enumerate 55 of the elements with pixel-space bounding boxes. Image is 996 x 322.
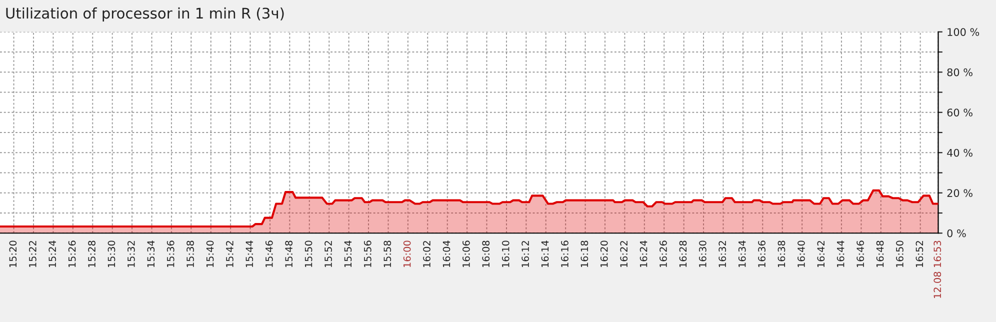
x-tick-label: 16:18 bbox=[580, 240, 588, 268]
y-tick-label: 0 % bbox=[947, 229, 966, 238]
x-tick-label: 15:50 bbox=[304, 240, 312, 268]
y-tick-label: 80 % bbox=[947, 68, 972, 76]
x-tick-label: 16:38 bbox=[778, 240, 786, 268]
x-tick-label: 16:42 bbox=[817, 241, 825, 268]
x-tick-label: 15:36 bbox=[166, 240, 174, 268]
x-tick-label: 15:38 bbox=[186, 240, 194, 268]
x-tick-label: 15:28 bbox=[88, 240, 96, 268]
x-tick-label: 16:52 bbox=[916, 241, 924, 268]
chart-title: Utilization of processor in 1 min R (3ч) bbox=[6, 7, 284, 22]
x-tick-label: 16:22 bbox=[620, 241, 628, 268]
y-tick-label: 40 % bbox=[947, 148, 972, 157]
x-tick-label: 16:50 bbox=[896, 240, 904, 268]
x-tick-label: 15:44 bbox=[246, 240, 254, 268]
x-tick-label: 15:46 bbox=[265, 240, 273, 268]
x-tick-label: 15:40 bbox=[206, 240, 214, 268]
x-tick-label: 15:54 bbox=[344, 240, 352, 268]
x-tick-label: 16:34 bbox=[738, 240, 746, 268]
x-tick-label: 16:08 bbox=[482, 240, 490, 268]
x-tick-label: 15:34 bbox=[147, 240, 155, 268]
x-tick-label: 15:48 bbox=[285, 240, 293, 268]
x-tick-label: 16:24 bbox=[640, 240, 648, 268]
x-tick-label: 15:42 bbox=[226, 241, 234, 268]
x-tick-label: 15:22 bbox=[28, 241, 36, 268]
x-tick-label: 16:06 bbox=[462, 240, 470, 268]
x-tick-label: 16:26 bbox=[660, 240, 667, 268]
x-tick-label: 16:02 bbox=[423, 241, 430, 268]
x-tick-label: 15:52 bbox=[324, 241, 332, 268]
x-tick-label: 16:46 bbox=[856, 240, 864, 268]
x-tick-label: 15:58 bbox=[384, 240, 392, 268]
x-tick-label: 16:44 bbox=[836, 240, 844, 268]
y-tick-label: 60 % bbox=[947, 108, 972, 116]
x-tick-label: 16:20 bbox=[600, 240, 608, 268]
x-tick-label: 16:10 bbox=[502, 240, 510, 268]
x-tick-label: 16:04 bbox=[442, 240, 450, 268]
x-tick-label: 15:56 bbox=[364, 240, 372, 268]
x-tick-label: 16:30 bbox=[698, 240, 706, 268]
x-tick-label: 16:40 bbox=[798, 240, 805, 268]
x-tick-label: 16:00 bbox=[403, 240, 411, 268]
x-tick-label: 15:32 bbox=[127, 241, 135, 268]
x-tick-label: 16:48 bbox=[876, 240, 884, 268]
x-tick-label: 16:32 bbox=[718, 241, 726, 268]
x-tick-label: 15:26 bbox=[68, 240, 76, 268]
x-tick-label: 15:24 bbox=[48, 240, 56, 268]
x-tick-label: 15:30 bbox=[108, 240, 116, 268]
y-tick-label: 20 % bbox=[947, 189, 972, 197]
x-tick-label: 12.08 16:53 bbox=[934, 240, 942, 298]
x-tick-label: 16:12 bbox=[522, 241, 529, 268]
y-tick-label: 100 % bbox=[948, 28, 980, 36]
x-tick-label: 15:20 bbox=[9, 240, 17, 268]
x-tick-label: 16:36 bbox=[758, 240, 766, 268]
x-tick-label: 16:14 bbox=[541, 240, 549, 268]
x-tick-label: 16:28 bbox=[679, 240, 687, 268]
x-tick-label: 16:16 bbox=[561, 240, 568, 268]
